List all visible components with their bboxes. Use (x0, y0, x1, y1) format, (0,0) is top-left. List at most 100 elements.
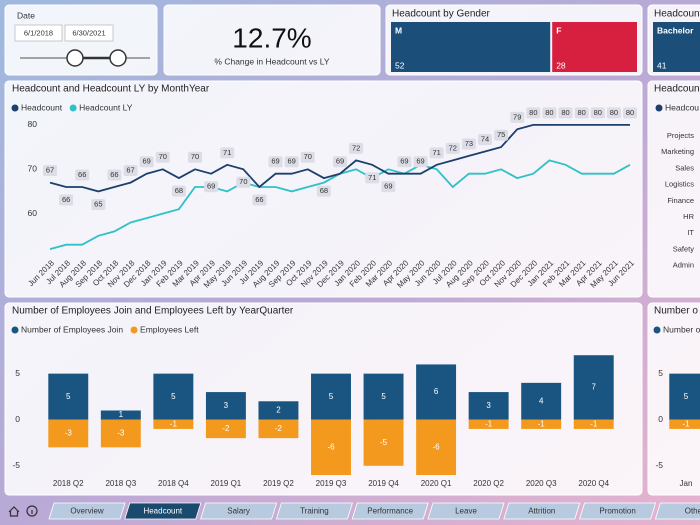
bar (363, 373, 404, 420)
data-label-box (381, 181, 396, 193)
data-label-box (349, 142, 364, 154)
data-label-box (429, 147, 444, 159)
kpi-panel (163, 4, 381, 76)
y-tick-label: 80 (28, 119, 38, 129)
x-tick-label: 2019 Q1 (211, 479, 242, 488)
tile-label: F (556, 25, 561, 35)
home-icon[interactable] (8, 506, 20, 517)
data-label: 80 (529, 108, 537, 117)
bar (48, 373, 89, 420)
bar (311, 419, 351, 475)
legend-label: Number of (663, 324, 700, 334)
chart-title: Number o (654, 306, 698, 317)
data-label: 5 (381, 392, 386, 401)
data-label-box (75, 169, 90, 181)
bar (468, 392, 509, 420)
department-panel (647, 80, 700, 298)
data-label: 71 (223, 148, 231, 157)
legend-marker (130, 326, 138, 334)
tab-label[interactable]: Promotion (599, 507, 635, 516)
data-label-box (606, 107, 621, 119)
legend-marker (69, 104, 77, 112)
tab-label[interactable]: Leave (455, 507, 477, 516)
data-label-box (623, 107, 637, 119)
tile-label: Bachelor (657, 25, 694, 35)
y-category-label: Projects (667, 131, 694, 140)
tab[interactable] (200, 502, 278, 520)
x-tick-label: 2020 Q3 (526, 479, 557, 488)
data-label-box (590, 107, 605, 119)
slider-handle[interactable] (66, 49, 84, 67)
tile-value: 52 (395, 60, 405, 70)
y-category-label: Safety (673, 244, 695, 253)
tab-label[interactable]: Salary (227, 507, 250, 516)
bar (205, 392, 246, 420)
tab-label[interactable]: Training (300, 507, 329, 516)
data-label-box (365, 172, 380, 184)
kpi-value: 12.7% (232, 22, 311, 53)
tab-label[interactable]: Headcount (143, 507, 182, 516)
legend-label: Employees Left (140, 324, 199, 334)
data-label-box (558, 107, 573, 119)
tab[interactable] (124, 502, 202, 520)
data-label-box (155, 151, 170, 163)
data-label: 69 (207, 182, 215, 191)
tab-label[interactable]: Attrition (528, 507, 555, 516)
tab[interactable] (48, 502, 126, 520)
bar (100, 419, 141, 448)
data-label: 66 (255, 195, 263, 204)
y-category-label: HR (683, 212, 694, 221)
tile-value: 28 (556, 60, 566, 70)
start-box[interactable] (14, 24, 63, 42)
data-label: 73 (465, 139, 473, 148)
kpi-caption: % Change in Headcount vs LY (214, 56, 329, 66)
x-tick-label: 2019 Q3 (316, 479, 347, 488)
data-label: 70 (239, 177, 247, 186)
data-label: -1 (538, 419, 546, 428)
slider-handle[interactable] (109, 49, 127, 67)
data-label: 5 (66, 392, 71, 401)
info-icon[interactable] (26, 505, 38, 517)
tab-label[interactable]: Othe (685, 507, 700, 516)
slicer-title: Date (17, 10, 35, 20)
data-label: 71 (432, 148, 440, 157)
tab[interactable] (654, 502, 700, 520)
bar (153, 419, 194, 429)
data-label: 66 (78, 170, 86, 179)
y-category-label: Marketing (661, 147, 694, 156)
tab[interactable] (427, 502, 505, 520)
bar (416, 419, 457, 475)
data-label: 72 (449, 143, 457, 152)
treemap-tile (391, 22, 551, 72)
y-category-label: Sales (675, 163, 694, 172)
chart-title: Headcount (654, 9, 700, 20)
start-date: 6/1/2018 (24, 28, 53, 37)
data-label: 69 (416, 157, 424, 166)
tab-label[interactable]: Performance (367, 507, 413, 516)
y-category-label: Admin (673, 261, 694, 270)
data-label: -6 (433, 442, 441, 451)
tab[interactable] (503, 502, 581, 520)
x-tick-label: 2020 Q4 (578, 479, 609, 488)
bar (258, 401, 299, 420)
bar (153, 373, 194, 420)
data-label: 68 (175, 186, 183, 195)
y-tick-label: 70 (28, 164, 38, 174)
x-tick-label: 2020 Q2 (473, 479, 504, 488)
chart-title: Headcount and Headcount LY by MonthYear (12, 84, 210, 95)
data-label-box (139, 156, 154, 168)
end-box[interactable] (64, 24, 114, 42)
data-label: -1 (170, 419, 178, 428)
tab[interactable] (579, 502, 657, 520)
data-label-box (236, 176, 251, 188)
tab[interactable] (351, 502, 429, 520)
data-label: 69 (336, 157, 344, 166)
data-label: 70 (191, 152, 199, 161)
data-label: 1 (119, 410, 124, 419)
tab-label[interactable]: Overview (70, 507, 104, 516)
data-label-box (220, 147, 235, 159)
legend-label: Number of Employees Join (21, 324, 123, 334)
tab[interactable] (275, 502, 353, 520)
data-label: 72 (352, 143, 360, 152)
